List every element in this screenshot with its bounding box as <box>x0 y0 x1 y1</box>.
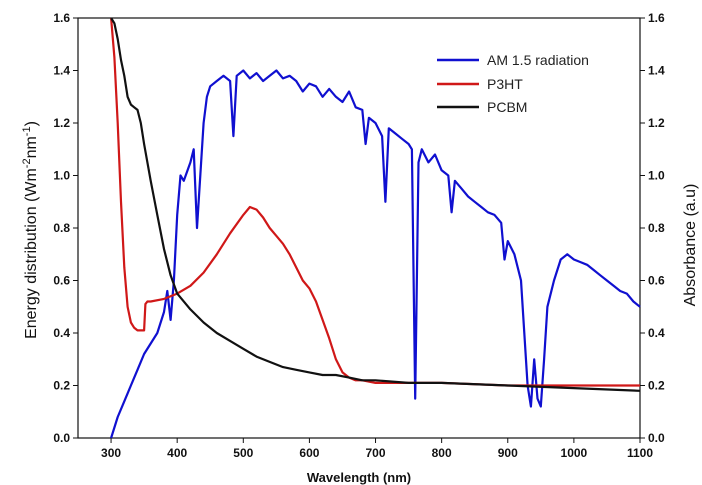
left-y-tick-label: 1.0 <box>53 169 70 183</box>
left-y-axis-title: Energy distribution (Wm-2nm-1) <box>21 121 40 339</box>
x-axis-title: Wavelength (nm) <box>307 470 411 485</box>
x-tick-label: 700 <box>366 446 386 460</box>
left-y-tick-label: 0.2 <box>53 379 70 393</box>
left-y-tick-label: 0.0 <box>53 431 70 445</box>
left-y-tick-label: 1.4 <box>53 64 70 78</box>
left-y-axis-title-sup2: -1 <box>21 126 33 136</box>
right-y-tick-label: 0.8 <box>648 221 665 235</box>
legend-label-am15: AM 1.5 radiation <box>487 52 589 68</box>
x-tick-label: 900 <box>498 446 518 460</box>
x-tick-label: 500 <box>233 446 253 460</box>
left-y-axis-title-sup1: -2 <box>21 158 33 168</box>
x-tick-label: 1000 <box>561 446 588 460</box>
right-y-tick-label: 1.4 <box>648 64 665 78</box>
x-axis-ticks: 300 400 500 600 700 800 900 1000 1100 <box>101 438 653 460</box>
left-y-axis-title-part2: nm <box>23 136 40 158</box>
legend-label-p3ht: P3HT <box>487 76 523 92</box>
right-y-tick-label: 0.4 <box>648 326 665 340</box>
right-y-tick-label: 1.2 <box>648 116 665 130</box>
legend: AM 1.5 radiation P3HT PCBM <box>437 52 589 115</box>
right-y-axis-title: Absorbance (a.u) <box>682 184 699 307</box>
x-tick-label: 800 <box>432 446 452 460</box>
right-y-tick-label: 1.0 <box>648 169 665 183</box>
left-y-axis-title-part1: Energy distribution (Wm <box>23 168 40 339</box>
x-tick-label: 1100 <box>627 446 653 460</box>
legend-label-pcbm: PCBM <box>487 99 527 115</box>
right-y-tick-label: 0.0 <box>648 431 665 445</box>
x-tick-label: 400 <box>167 446 187 460</box>
left-y-tick-label: 0.4 <box>53 326 70 340</box>
left-y-tick-label: 1.2 <box>53 116 70 130</box>
left-y-tick-label: 0.8 <box>53 221 70 235</box>
series-line-am-1-5-radiation <box>110 69 641 439</box>
left-y-axis-ticks: 0.0 0.2 0.4 0.6 0.8 1.0 1.2 1.4 1.6 <box>53 11 78 445</box>
series-layer <box>110 17 641 439</box>
right-y-axis-ticks: 0.0 0.2 0.4 0.6 0.8 1.0 1.2 1.4 1.6 <box>640 11 665 445</box>
left-y-axis-title-part3: ) <box>23 121 40 126</box>
x-tick-label: 600 <box>299 446 319 460</box>
left-y-tick-label: 1.6 <box>53 11 70 25</box>
x-tick-label: 300 <box>101 446 121 460</box>
right-y-tick-label: 0.6 <box>648 274 665 288</box>
right-y-tick-label: 0.2 <box>648 379 665 393</box>
series-line-pcbm <box>110 17 641 392</box>
left-y-tick-label: 0.6 <box>53 274 70 288</box>
right-y-tick-label: 1.6 <box>648 11 665 25</box>
